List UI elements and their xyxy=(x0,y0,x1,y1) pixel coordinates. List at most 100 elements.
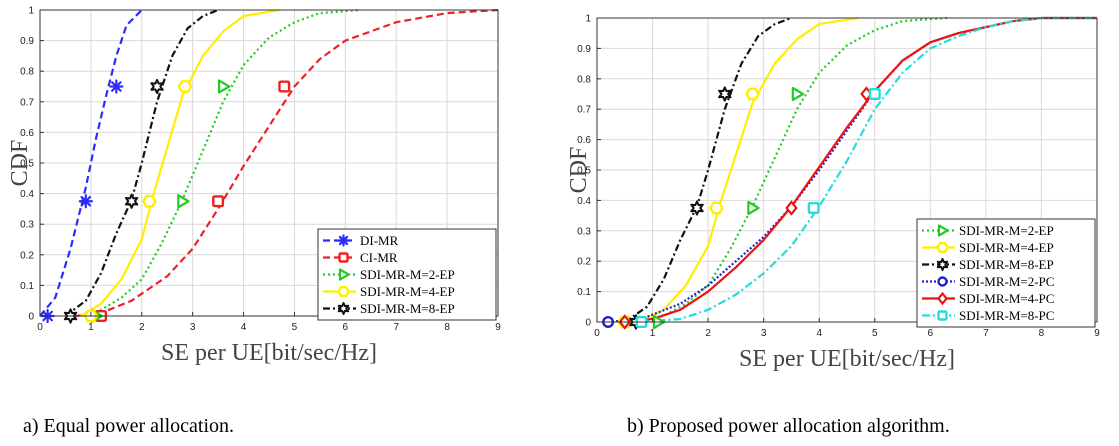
y-tick-label: 0.1 xyxy=(577,287,591,298)
data-point-sdi-mr-m-4-pc xyxy=(785,200,798,216)
x-tick-label: 5 xyxy=(292,322,298,333)
data-point-sdi-mr-m-4-ep xyxy=(142,194,157,208)
legend-item-ci-mr: CI-MR xyxy=(323,250,398,265)
data-point-ci-mr xyxy=(278,80,291,93)
y-tick-label: 0.7 xyxy=(577,105,591,116)
data-point-sdi-mr-m-4-ep xyxy=(709,201,724,215)
legend-item-sdi-mr-m-8-ep: SDI-MR-M=8-EP xyxy=(323,301,455,316)
x-tick-label: 8 xyxy=(444,322,450,333)
x-tick-label: 0 xyxy=(594,328,600,339)
x-tick-label: 6 xyxy=(343,322,349,333)
y-tick-label: 0.6 xyxy=(20,128,34,139)
legend-marker xyxy=(937,310,948,321)
legend-marker xyxy=(936,258,949,271)
x-tick-label: 4 xyxy=(241,322,247,333)
legend-item-di-mr: DI-MR xyxy=(323,233,399,248)
legend-label: SDI-MR-M=8-EP xyxy=(959,257,1054,272)
x-tick-label: 1 xyxy=(650,328,656,339)
legend-label: SDI-MR-M=2-EP xyxy=(959,223,1054,238)
series-line-sdi-mr-m-2-ep xyxy=(80,8,361,318)
y-axis-label: CDF xyxy=(7,140,33,187)
legend-marker xyxy=(337,234,350,247)
legend-label: SDI-MR-M=4-PC xyxy=(959,291,1054,306)
legend-marker xyxy=(937,224,949,237)
y-tick-label: 0.9 xyxy=(20,36,34,47)
legend-label: SDI-MR-M=2-EP xyxy=(360,267,455,282)
series-line-sdi-mr-m-8-pc xyxy=(641,16,1097,324)
y-tick-label: 0.8 xyxy=(20,67,34,78)
chart-equal-power: 0 1 2 3 4 5 6 7 8 9 0 0.1 0.2 0.3 0.4 0.5 0.6 0.7 0.8 0.9 1 S… xyxy=(7,6,501,367)
legend-item-sdi-mr-m-2-pc: SDI-MR-M=2-PC xyxy=(922,274,1054,289)
data-point-di-mr xyxy=(78,194,93,209)
x-tick-label: 5 xyxy=(872,328,878,339)
data-point-sdi-mr-m-2-ep xyxy=(747,200,760,216)
legend-marker xyxy=(337,302,350,315)
y-tick-label: 0.8 xyxy=(577,74,591,85)
y-tick-label: 0.3 xyxy=(20,220,34,231)
data-point-sdi-mr-m-4-ep xyxy=(177,80,193,93)
legend: DI-MR CI-MR SDI-MR-M=2-EP SDI-MR-M=4-EP SDI-… xyxy=(317,228,497,321)
data-point-di-mr xyxy=(109,79,124,94)
chart-proposed-power: 0 1 2 3 4 5 6 7 8 9 0 0.1 0.2 0.3 0.4 0.5 0.6 0.7 0.8 0.9 1 S… xyxy=(566,14,1100,373)
legend-item-sdi-mr-m-8-pc: SDI-MR-M=8-PC xyxy=(922,308,1054,323)
figure-caption: a) Equal power allocation. xyxy=(23,415,234,437)
legend-item-sdi-mr-m-4-ep: SDI-MR-M=4-EP xyxy=(922,240,1054,255)
data-point-sdi-mr-m-2-ep xyxy=(217,79,231,94)
data-point-sdi-mr-m-2-ep xyxy=(791,86,805,102)
series-line-sdi-mr-m-2-ep xyxy=(641,16,948,324)
y-tick-label: 1 xyxy=(28,6,34,17)
series-line-sdi-mr-m-2-pc xyxy=(608,16,1097,324)
legend-label: CI-MR xyxy=(360,250,398,265)
y-tick-label: 0.9 xyxy=(577,44,591,55)
y-tick-label: 1 xyxy=(585,14,591,25)
x-tick-label: 8 xyxy=(1039,328,1045,339)
x-tick-label: 9 xyxy=(495,322,501,333)
x-axis-label: SE per UE[bit/sec/Hz] xyxy=(161,340,377,366)
x-tick-label: 3 xyxy=(190,322,196,333)
data-point-sdi-mr-m-2-ep xyxy=(177,194,190,209)
x-tick-label: 7 xyxy=(983,328,989,339)
x-tick-label: 6 xyxy=(928,328,934,339)
y-tick-label: 0.2 xyxy=(20,250,34,261)
x-axis-label: SE per UE[bit/sec/Hz] xyxy=(739,346,955,372)
y-tick-label: 0.4 xyxy=(577,196,591,207)
series-line-di-mr xyxy=(39,9,143,317)
legend: SDI-MR-M=2-EP SDI-MR-M=4-EP SDI-MR-M=8-EP S… xyxy=(916,218,1096,328)
x-tick-label: 2 xyxy=(705,328,711,339)
x-tick-label: 9 xyxy=(1094,328,1100,339)
series-line-ci-mr xyxy=(75,8,499,318)
series-line-sdi-mr-m-4-ep xyxy=(80,8,280,317)
legend-label: SDI-MR-M=8-PC xyxy=(959,308,1054,323)
y-tick-label: 0.3 xyxy=(577,226,591,237)
legend-marker xyxy=(338,252,349,263)
legend-item-sdi-mr-m-2-ep: SDI-MR-M=2-EP xyxy=(922,223,1054,238)
data-point-sdi-mr-m-4-ep xyxy=(745,87,760,101)
data-point-ci-mr xyxy=(212,195,225,208)
legend-item-sdi-mr-m-4-ep: SDI-MR-M=4-EP xyxy=(323,284,455,299)
x-tick-label: 3 xyxy=(761,328,767,339)
legend-label: SDI-MR-M=4-EP xyxy=(959,240,1054,255)
legend-item-sdi-mr-m-2-ep: SDI-MR-M=2-EP xyxy=(323,267,455,282)
data-point-sdi-mr-m-8-ep xyxy=(124,193,139,209)
x-tick-label: 2 xyxy=(139,322,145,333)
legend-label: DI-MR xyxy=(360,233,399,248)
y-tick-label: 0.5 xyxy=(577,166,591,177)
y-tick-label: 0.6 xyxy=(577,135,591,146)
y-tick-label: 0.2 xyxy=(577,257,591,268)
x-tick-label: 1 xyxy=(88,322,94,333)
legend-label: SDI-MR-M=2-PC xyxy=(959,274,1054,289)
data-point-sdi-mr-m-8-ep xyxy=(690,200,704,216)
y-tick-label: 0.1 xyxy=(20,281,34,292)
legend-marker xyxy=(936,241,949,254)
figure-caption: b) Proposed power allocation algorithm. xyxy=(627,415,950,437)
series-line-sdi-mr-m-8-ep xyxy=(64,8,219,317)
legend-box xyxy=(916,218,1096,328)
y-tick-label: 0.4 xyxy=(20,189,34,200)
data-point-sdi-mr-m-8-pc xyxy=(807,201,820,214)
legend-marker xyxy=(337,285,350,298)
series-line-sdi-mr-m-4-ep xyxy=(640,16,859,323)
legend-marker xyxy=(338,268,350,281)
y-tick-label: 0.5 xyxy=(20,159,34,170)
x-tick-label: 0 xyxy=(37,322,43,333)
